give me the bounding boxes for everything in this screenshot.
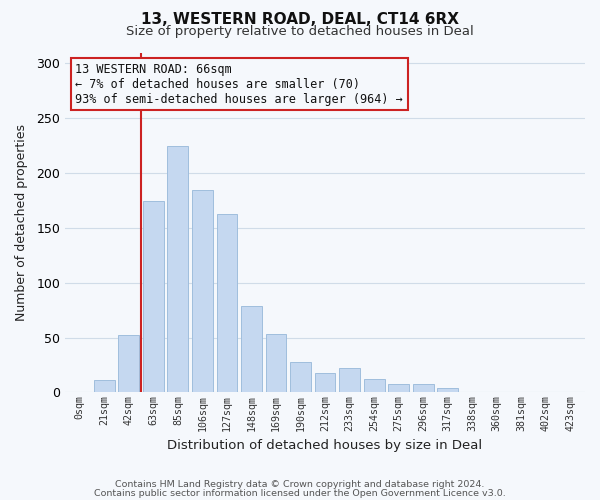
Bar xyxy=(241,306,262,392)
Bar xyxy=(94,380,115,392)
Bar xyxy=(290,362,311,392)
Bar xyxy=(167,146,188,392)
Text: 13 WESTERN ROAD: 66sqm
← 7% of detached houses are smaller (70)
93% of semi-deta: 13 WESTERN ROAD: 66sqm ← 7% of detached … xyxy=(76,62,403,106)
Bar xyxy=(314,372,335,392)
Bar xyxy=(364,379,385,392)
Text: Contains HM Land Registry data © Crown copyright and database right 2024.: Contains HM Land Registry data © Crown c… xyxy=(115,480,485,489)
Bar xyxy=(266,334,286,392)
Bar xyxy=(192,190,213,392)
X-axis label: Distribution of detached houses by size in Deal: Distribution of detached houses by size … xyxy=(167,440,482,452)
Bar xyxy=(437,388,458,392)
Y-axis label: Number of detached properties: Number of detached properties xyxy=(15,124,28,321)
Bar xyxy=(413,384,434,392)
Bar xyxy=(143,200,164,392)
Text: Size of property relative to detached houses in Deal: Size of property relative to detached ho… xyxy=(126,25,474,38)
Bar xyxy=(118,336,139,392)
Bar xyxy=(217,214,238,392)
Text: 13, WESTERN ROAD, DEAL, CT14 6RX: 13, WESTERN ROAD, DEAL, CT14 6RX xyxy=(141,12,459,28)
Text: Contains public sector information licensed under the Open Government Licence v3: Contains public sector information licen… xyxy=(94,488,506,498)
Bar xyxy=(339,368,360,392)
Bar xyxy=(388,384,409,392)
